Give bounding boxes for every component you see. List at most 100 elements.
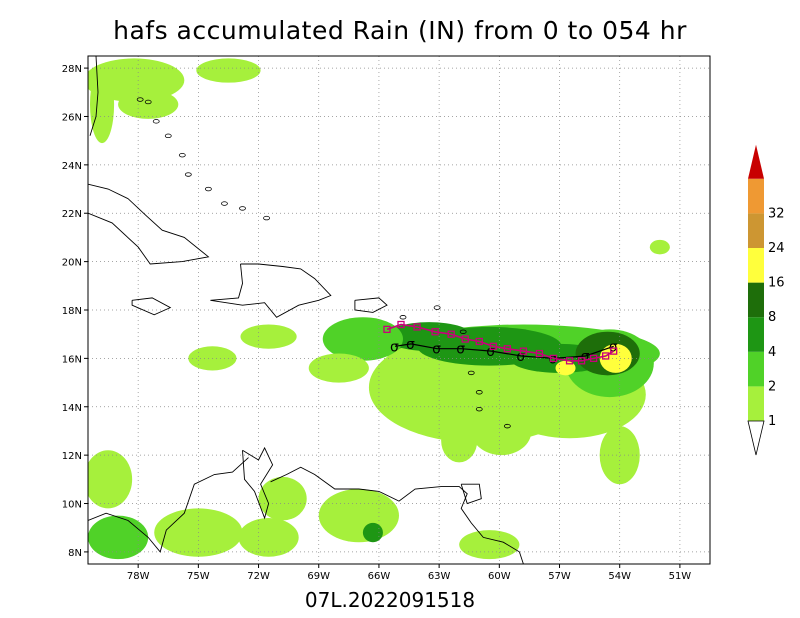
forecast-track-point — [461, 335, 469, 343]
hurricane-symbol-icon: σ — [390, 339, 399, 355]
forecast-track-point — [610, 347, 618, 355]
colorbar-label: 24 — [768, 241, 785, 256]
grid-lines — [88, 56, 710, 564]
colorbar-label: 32 — [768, 206, 785, 221]
rain-area — [322, 317, 404, 361]
colorbar-bottom-triangle — [747, 420, 765, 456]
coastlines — [88, 56, 524, 564]
storm-tracks: σ σ σ σ σ σ σ σσ — [383, 320, 618, 367]
coastline — [242, 446, 274, 520]
rain-area — [308, 353, 369, 383]
forecast-track-line — [386, 323, 615, 362]
y-tick-label: 20N — [62, 258, 82, 269]
rain-area — [238, 518, 299, 557]
colorbar-segment — [748, 317, 764, 352]
colorbar-segment — [748, 351, 764, 387]
x-tick-label: 60W — [488, 571, 511, 582]
island — [399, 315, 407, 320]
y-tick-label: 24N — [62, 161, 82, 172]
hurricane-symbol-icon: σ — [406, 337, 415, 353]
y-tick-label: 8N — [68, 548, 82, 559]
colorbar-segment — [748, 248, 764, 283]
forecast-track-point — [577, 357, 586, 365]
island — [178, 152, 186, 158]
rain-area — [196, 58, 261, 83]
y-tick-label: 26N — [62, 112, 82, 123]
colorbar-label: 2 — [768, 379, 776, 394]
colorbar-segment — [748, 178, 764, 214]
colorbar-top-triangle — [748, 144, 764, 179]
rain-area — [88, 515, 149, 560]
coastline — [460, 483, 482, 505]
hurricane-symbol-icon: σ — [456, 342, 465, 358]
forecast-track-point — [431, 328, 439, 336]
forecast-track-point — [565, 357, 574, 365]
forecast-track-point — [503, 345, 511, 353]
island — [152, 119, 160, 124]
island — [204, 186, 212, 192]
island — [475, 390, 483, 395]
forecast-track-point — [475, 337, 483, 346]
colorbar-label: 8 — [768, 310, 776, 325]
forecast-track-point — [602, 352, 610, 360]
forecast-track-point — [383, 325, 391, 334]
coastline — [88, 183, 210, 265]
y-tick-label: 14N — [62, 403, 82, 414]
y-tick-label: 12N — [62, 451, 82, 462]
x-tick-label: 75W — [187, 571, 210, 582]
rain-area — [118, 89, 179, 119]
hurricane-symbol-icon: σ — [432, 342, 441, 358]
rain-area — [599, 426, 640, 485]
x-axis-ticks: 78W 75W 72W 69W 66W 63W 60W 57W 54W 51W — [127, 564, 691, 582]
x-tick-label: 69W — [307, 571, 330, 582]
x-tick-label: 63W — [428, 571, 451, 582]
island — [433, 305, 441, 310]
island — [503, 423, 511, 429]
storm-id-label: 07L.2022091518 — [304, 588, 476, 612]
y-tick-label: 18N — [62, 306, 82, 317]
chart-title: hafs accumulated Rain (IN) from 0 to 054… — [113, 16, 687, 45]
forecast-track-point — [397, 320, 405, 329]
island — [263, 215, 270, 221]
forecast-track-point — [589, 354, 598, 363]
forecast-track-point — [519, 347, 528, 355]
colorbar-label: 4 — [768, 345, 776, 360]
x-tick-label: 78W — [127, 571, 150, 582]
x-tick-label: 72W — [247, 571, 270, 582]
rain-area — [471, 406, 532, 456]
forecast-track-point — [535, 349, 544, 358]
coastline — [354, 297, 388, 313]
observed-track-line — [394, 343, 614, 360]
coastline — [210, 263, 332, 318]
island — [184, 172, 192, 177]
y-axis-ticks: 28N 26N 24N 22N 20N 18N 16N 14N 12N 10N 8N — [62, 64, 88, 559]
island — [144, 99, 152, 105]
x-tick-label: 51W — [669, 571, 692, 582]
hurricane-symbol-icon: σ — [548, 351, 557, 367]
forecast-track-point — [447, 330, 455, 338]
island — [221, 201, 228, 206]
rain-area — [318, 489, 399, 543]
hurricane-symbol-icon: σ — [486, 344, 495, 360]
colorbar-label: 16 — [768, 276, 785, 291]
rain-area — [258, 476, 307, 521]
forecast-track-point — [413, 323, 421, 331]
hurricane-symbol-icon: σ — [516, 349, 525, 365]
island — [467, 370, 475, 376]
rain-area — [362, 522, 383, 543]
coastline — [89, 56, 99, 136]
rain-area — [384, 322, 474, 352]
y-tick-label: 22N — [62, 209, 82, 220]
rain-area — [240, 324, 297, 349]
y-tick-label: 28N — [62, 64, 82, 75]
forecast-track-point — [489, 342, 497, 350]
colorbar-segment — [748, 213, 764, 248]
forecast-track-point — [549, 354, 558, 363]
rain-area — [88, 450, 133, 509]
rain-area — [459, 530, 520, 560]
x-tick-label: 57W — [548, 571, 571, 582]
island — [459, 329, 467, 334]
rain-area — [649, 239, 670, 255]
coastline — [131, 297, 172, 316]
